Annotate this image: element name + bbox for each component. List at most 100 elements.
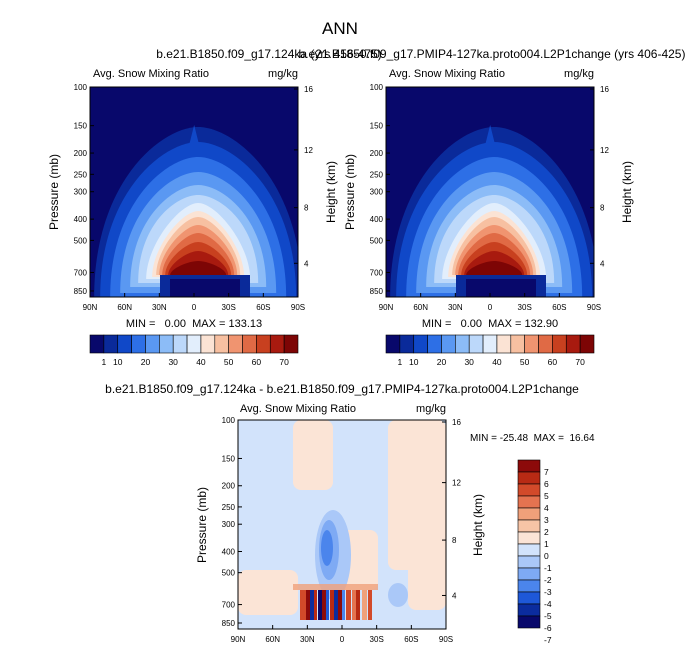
colorbar-label: 4	[544, 503, 549, 513]
colorbar-label: 30	[168, 357, 178, 367]
diff-band	[321, 530, 333, 566]
x-tick-label: 90S	[587, 303, 601, 312]
y-tick-label: 200	[222, 482, 236, 491]
figure-title: ANN	[322, 19, 358, 38]
colorbar-label: 50	[224, 357, 234, 367]
y-tick-label: 400	[74, 215, 88, 224]
colorbar-label: 20	[437, 357, 447, 367]
panel-title: b.e21.B1850.f09_g17.PMIP4-127ka.proto004…	[299, 47, 686, 61]
colorbar-swatch	[517, 459, 541, 473]
diff-band	[408, 560, 446, 610]
colorbar-swatch	[427, 334, 442, 354]
variable-label: Avg. Snow Mixing Ratio	[93, 68, 209, 80]
y-tick-label: 700	[222, 601, 236, 610]
colorbar-label: -1	[544, 563, 552, 573]
y-tick-label: 700	[74, 268, 88, 277]
colorbar-label: -7	[544, 635, 552, 645]
colorbar-swatch	[242, 334, 257, 354]
y2-tick-label: 8	[452, 536, 457, 545]
x-tick-label: 30N	[300, 635, 315, 644]
x-tick-label: 60S	[404, 635, 418, 644]
y-tick-label: 300	[370, 188, 384, 197]
x-tick-label: 60N	[265, 635, 280, 644]
min-max-stats: MIN = -25.48 MAX = 16.64	[470, 433, 595, 444]
colorbar-label: 30	[464, 357, 474, 367]
colorbar-label: 10	[409, 357, 419, 367]
colorbar-label: 1	[544, 539, 549, 549]
colorbar-swatch	[482, 334, 498, 354]
diff-band	[342, 590, 345, 620]
colorbar-swatch	[455, 334, 470, 354]
colorbar-label: 60	[252, 357, 262, 367]
y-tick-label: 250	[222, 503, 236, 512]
colorbar-swatch	[103, 334, 119, 354]
y-tick-label: 700	[370, 268, 384, 277]
colorbar-swatch	[517, 471, 541, 485]
y2-tick-label: 12	[304, 146, 313, 155]
level-band	[170, 261, 227, 275]
x-tick-label: 30S	[370, 635, 384, 644]
diff-band	[238, 570, 298, 615]
colorbar-swatch	[517, 531, 541, 545]
colorbar-swatch	[510, 334, 525, 354]
colorbar-swatch	[517, 567, 541, 581]
diff-band	[346, 590, 351, 620]
colorbar-label: 5	[544, 491, 549, 501]
panel-title: b.e21.B1850.f09_g17.124ka - b.e21.B1850.…	[105, 382, 579, 396]
colorbar-swatch	[159, 334, 174, 354]
y-tick-label: 100	[370, 83, 384, 92]
diff-band	[356, 590, 360, 620]
colorbar-swatch	[517, 591, 541, 605]
y2-axis-title: Height (km)	[620, 161, 634, 223]
panel-control: b.e21.B1850.f09_g17.PMIP4-127ka.proto004…	[299, 47, 686, 367]
y2-tick-label: 12	[452, 479, 461, 488]
colorbar-label: -6	[544, 623, 552, 633]
units-label: mg/kg	[564, 68, 594, 80]
colorbar-swatch	[269, 334, 285, 354]
x-tick-label: 90N	[83, 303, 98, 312]
colorbar-swatch	[517, 495, 541, 509]
y-tick-label: 500	[222, 569, 236, 578]
level-band	[466, 279, 536, 297]
x-tick-label: 90N	[231, 635, 246, 644]
units-label: mg/kg	[268, 68, 298, 80]
diff-band	[334, 590, 338, 620]
colorbar-swatch	[565, 334, 581, 354]
colorbar-swatch	[145, 334, 160, 354]
diff-band	[338, 590, 342, 620]
y-tick-label: 250	[74, 170, 88, 179]
y-tick-label: 850	[74, 287, 88, 296]
y2-tick-label: 4	[600, 259, 605, 268]
colorbar: 1 10 20 30 40 50 60 70	[385, 334, 595, 367]
x-tick-label: 30N	[448, 303, 463, 312]
colorbar-swatch	[186, 334, 202, 354]
min-max-stats: MIN = 0.00 MAX = 133.13	[126, 318, 262, 330]
x-tick-label: 60N	[117, 303, 132, 312]
colorbar-label: 3	[544, 515, 549, 525]
snow-field	[90, 87, 298, 297]
y-tick-label: 150	[222, 454, 236, 463]
diff-band	[330, 590, 334, 620]
diff-band	[300, 590, 306, 620]
colorbar-label: 6	[544, 479, 549, 489]
x-tick-label: 90S	[439, 635, 453, 644]
level-band	[170, 279, 240, 297]
colorbar-swatch	[552, 334, 567, 354]
colorbar-swatch	[524, 334, 539, 354]
colorbar-swatch	[517, 483, 541, 497]
x-tick-label: 0	[340, 635, 345, 644]
y-tick-label: 250	[370, 170, 384, 179]
y2-tick-label: 4	[452, 591, 457, 600]
y-axis-title: Pressure (mb)	[195, 487, 209, 563]
y-axis-title: Pressure (mb)	[343, 154, 357, 230]
y-tick-label: 100	[74, 83, 88, 92]
colorbar-swatch	[256, 334, 271, 354]
x-tick-label: 30S	[222, 303, 236, 312]
colorbar-label: -3	[544, 587, 552, 597]
colorbar-label: 7	[544, 467, 549, 477]
colorbar-swatch	[283, 334, 299, 354]
x-tick-label: 60N	[413, 303, 428, 312]
x-tick-label: 60S	[256, 303, 270, 312]
colorbar-swatch	[117, 334, 132, 354]
